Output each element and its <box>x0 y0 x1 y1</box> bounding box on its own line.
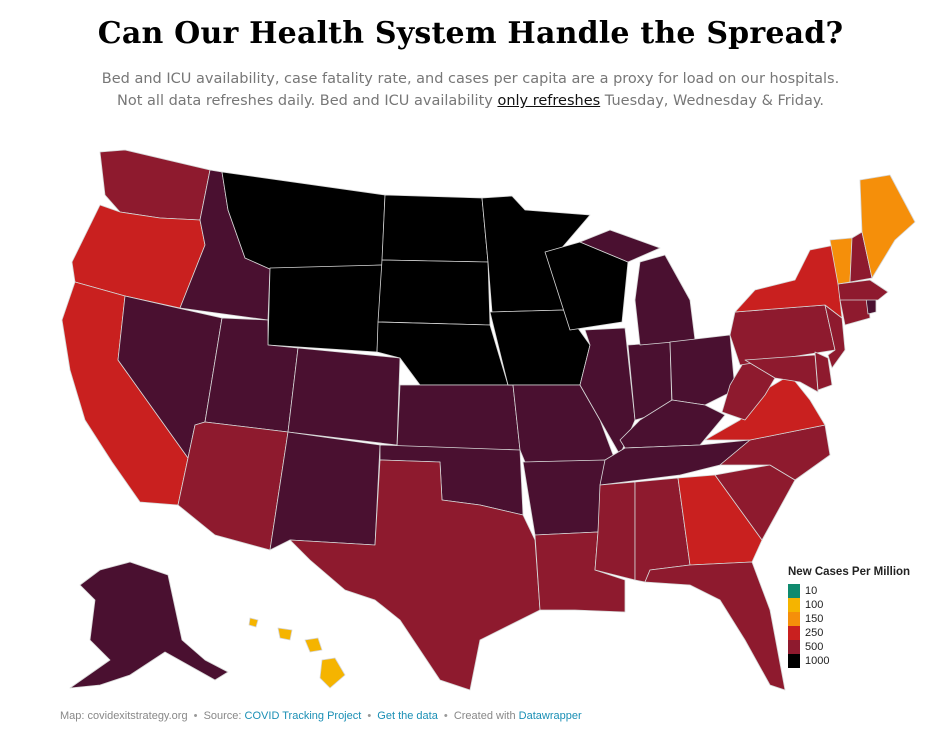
footer-separator: • <box>367 710 372 722</box>
source-label: Source: <box>203 710 242 722</box>
state-md[interactable] <box>744 354 819 393</box>
created-with-label: Created with <box>453 710 516 722</box>
legend-label: 500 <box>805 641 824 653</box>
subtitle-text-post: Tuesday, Wednesday & Friday. <box>600 93 824 109</box>
state-hi-oahu[interactable] <box>277 627 293 641</box>
map-credit: Map: covidexitstrategy.org <box>60 710 188 722</box>
state-fl[interactable] <box>644 561 786 691</box>
state-de[interactable] <box>814 351 833 391</box>
legend-label: 10 <box>805 585 818 597</box>
state-wi[interactable] <box>544 241 629 331</box>
state-wa[interactable] <box>99 149 211 221</box>
legend-item: 500 <box>788 640 910 654</box>
subtitle-line-1: Bed and ICU availability, case fatality … <box>101 71 840 87</box>
legend-items: 10 100 150 250 500 1000 <box>788 584 910 668</box>
state-nd[interactable] <box>381 194 489 263</box>
state-hi-kauai[interactable] <box>248 617 259 628</box>
source-link[interactable]: COVID Tracking Project <box>244 710 362 722</box>
state-sd[interactable] <box>377 259 491 326</box>
legend-swatch <box>788 654 800 668</box>
state-ga[interactable] <box>677 474 763 566</box>
legend-item: 100 <box>788 598 910 612</box>
state-mi[interactable] <box>634 254 696 346</box>
legend-swatch <box>788 626 800 640</box>
state-oh[interactable] <box>669 334 736 406</box>
subtitle: Bed and ICU availability, case fatality … <box>0 68 941 112</box>
legend-swatch <box>788 612 800 626</box>
legend-swatch <box>788 598 800 612</box>
legend-title: New Cases Per Million <box>788 566 911 578</box>
state-az[interactable] <box>177 421 289 551</box>
subtitle-line-2: Not all data refreshes daily. Bed and IC… <box>0 90 941 112</box>
state-co[interactable] <box>287 347 401 446</box>
subtitle-text-pre: Not all data refreshes daily. Bed and IC… <box>117 93 498 109</box>
legend-swatch <box>788 584 800 598</box>
state-il[interactable] <box>579 327 636 456</box>
footer-separator: • <box>443 710 448 722</box>
state-ar[interactable] <box>522 459 606 536</box>
state-ms[interactable] <box>594 481 636 581</box>
state-hi-big[interactable] <box>319 657 346 689</box>
state-mi-up[interactable] <box>579 229 661 263</box>
state-wy[interactable] <box>267 264 383 353</box>
legend-label: 100 <box>805 599 824 611</box>
legend-item: 250 <box>788 626 910 640</box>
footer: Map: covidexitstrategy.org • Source: COV… <box>60 710 582 722</box>
page-title: Can Our Health System Handle the Spread? <box>97 16 844 51</box>
legend-label: 150 <box>805 613 824 625</box>
legend-swatch <box>788 640 800 654</box>
only-refreshes-link[interactable]: only refreshes <box>497 93 601 109</box>
legend-item: 10 <box>788 584 910 598</box>
state-mt[interactable] <box>221 171 386 271</box>
state-ks[interactable] <box>396 384 521 451</box>
state-hi-maui[interactable] <box>304 637 323 653</box>
state-ma[interactable] <box>837 279 889 301</box>
datawrapper-link[interactable]: Datawrapper <box>518 710 582 722</box>
state-me[interactable] <box>859 174 916 279</box>
state-nm[interactable] <box>269 431 381 551</box>
footer-separator: • <box>193 710 198 722</box>
legend-label: 1000 <box>805 655 830 667</box>
state-tx[interactable] <box>289 459 541 691</box>
state-ak[interactable] <box>69 561 229 689</box>
legend-item: 150 <box>788 612 910 626</box>
legend: New Cases Per Million 10 100 150 250 500… <box>788 566 910 668</box>
legend-item: 1000 <box>788 654 910 668</box>
legend-label: 250 <box>805 627 824 639</box>
get-the-data-link[interactable]: Get the data <box>377 710 438 722</box>
